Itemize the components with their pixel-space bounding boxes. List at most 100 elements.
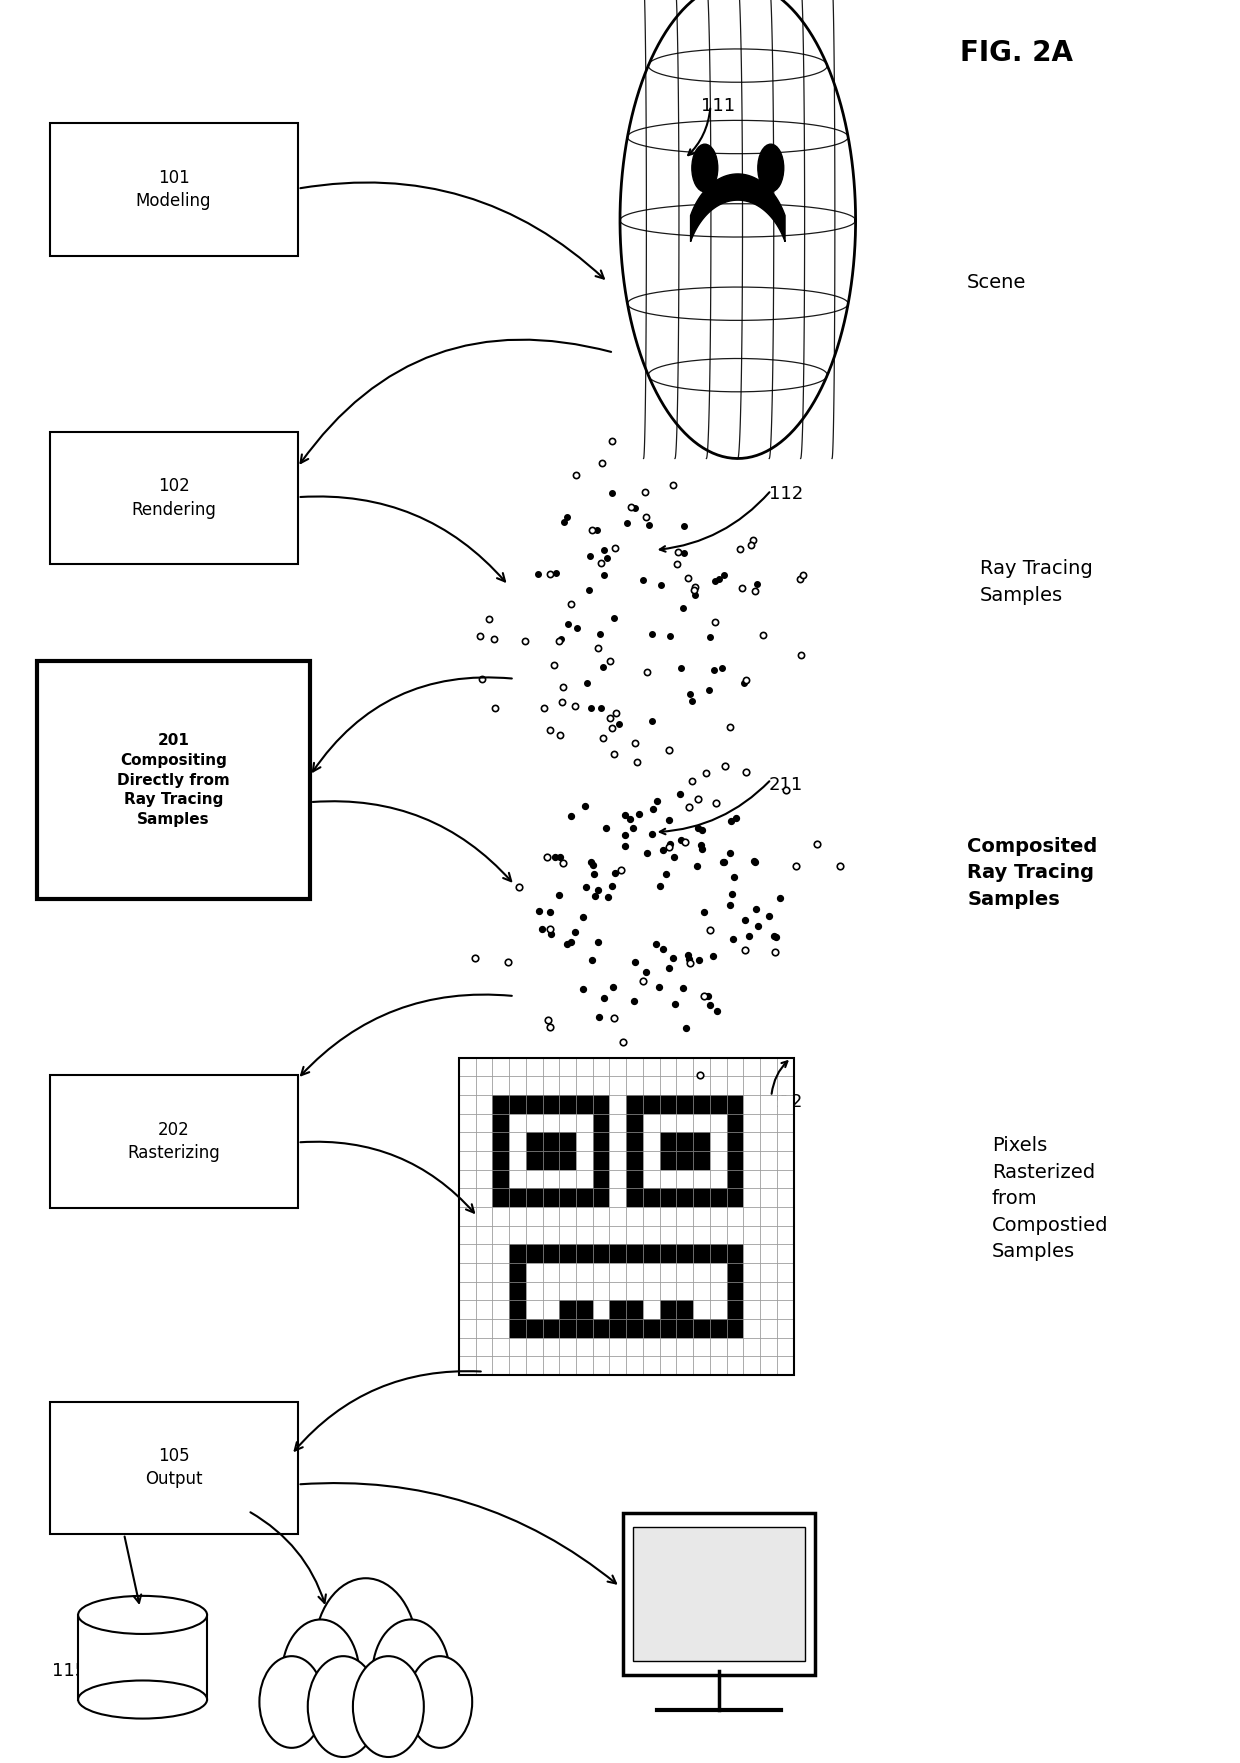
Circle shape [408,1655,472,1747]
Bar [459,1132,476,1151]
Point [660,830,680,859]
Circle shape [259,1655,324,1747]
Point [498,948,518,977]
Bar [508,1171,526,1188]
Point [546,559,565,587]
Bar [744,1338,760,1356]
Point [615,820,635,848]
Bar [660,1114,677,1132]
FancyBboxPatch shape [622,1513,816,1675]
Bar [476,1225,492,1245]
Point [653,836,673,864]
Bar [709,1338,727,1356]
Point [616,508,636,536]
Point [660,834,680,862]
Bar [459,1095,476,1114]
Point [807,830,827,859]
Text: 211: 211 [769,776,804,793]
Point [539,716,559,744]
Point [746,896,766,924]
Point [692,816,712,844]
Bar [642,1095,660,1114]
Point [565,919,585,947]
Bar [508,1114,526,1132]
Bar [543,1208,559,1225]
Bar [559,1301,575,1319]
Point [615,832,635,860]
Bar [744,1132,760,1151]
Point [604,603,624,631]
Bar [677,1151,693,1171]
Point [701,991,720,1019]
Bar [610,1114,626,1132]
Point [640,511,660,539]
Bar [626,1114,642,1132]
Point [605,534,625,562]
Bar [677,1077,693,1095]
Bar [492,1245,510,1262]
Point [698,982,718,1010]
Bar [744,1114,760,1132]
Bar [559,1356,575,1375]
Bar [727,1132,744,1151]
Bar [677,1171,693,1188]
Bar [492,1319,510,1338]
Bar [559,1319,575,1338]
Bar [559,1171,575,1188]
Bar [642,1114,660,1132]
Point [588,633,608,661]
Bar [459,1151,476,1171]
Bar [593,1151,610,1171]
Bar [677,1114,693,1132]
Bar [776,1132,794,1151]
Point [580,541,600,569]
Point [735,758,755,786]
Text: Composited
Ray Tracing
Samples: Composited Ray Tracing Samples [967,837,1097,908]
Bar [660,1151,677,1171]
Bar [642,1356,660,1375]
Bar [760,1262,776,1282]
Bar [760,1319,776,1338]
Bar [575,1282,593,1301]
Bar [660,1225,677,1245]
Bar [559,1077,575,1095]
Bar [610,1338,626,1356]
Bar [78,1615,207,1700]
Bar [526,1188,543,1208]
Bar [559,1262,575,1282]
Point [660,622,680,651]
Point [632,566,652,594]
Point [546,843,565,871]
Bar [677,1356,693,1375]
Bar [626,1151,642,1171]
Ellipse shape [692,145,718,192]
Bar [476,1188,492,1208]
Point [588,927,608,956]
Bar [476,1338,492,1356]
Bar [526,1114,543,1132]
Bar [559,1225,575,1245]
Bar [760,1114,776,1132]
Bar [626,1262,642,1282]
Point [582,848,601,876]
Point [583,852,603,880]
Text: 212: 212 [769,1093,804,1111]
Bar [508,1356,526,1375]
Point [770,883,790,911]
Bar [760,1171,776,1188]
Bar [760,1225,776,1245]
Bar [593,1208,610,1225]
Bar [526,1095,543,1114]
Bar [543,1356,559,1375]
Bar [593,1301,610,1319]
Point [528,561,548,589]
Point [684,582,704,610]
Text: FIG. 2A: FIG. 2A [960,39,1074,67]
Bar [526,1301,543,1319]
Point [624,987,644,1015]
Bar [575,1338,593,1356]
Bar [610,1208,626,1225]
Point [636,959,656,987]
Point [615,800,635,829]
Bar [610,1301,626,1319]
